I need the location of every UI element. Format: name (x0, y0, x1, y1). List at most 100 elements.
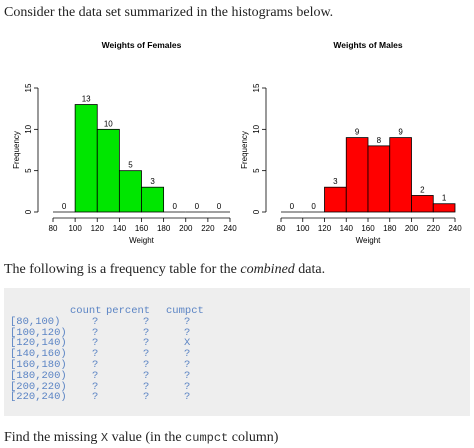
males-bar (411, 195, 434, 213)
table-cell-count: ? (92, 359, 99, 371)
question-variable: X (100, 431, 109, 445)
table-cell-percent: ? (143, 369, 150, 382)
females-y-tick-label: 15 (24, 83, 33, 92)
table-cell-cumpct: ? (184, 348, 191, 361)
histograms-area: Weights of Females 0 13 10 5 3 0 0 0 80 100 120 140 1… (0, 28, 474, 268)
males-bar-label: 8 (377, 136, 382, 145)
males-bar (345, 137, 369, 213)
table-row-bin: [120,140) (10, 337, 67, 350)
males-bar-label: 0 (311, 202, 316, 211)
table-cell-percent: ? (143, 391, 150, 404)
males-bar (389, 137, 412, 213)
females-bar (96, 128, 120, 213)
males-bar (324, 186, 347, 213)
females-x-tick-label: 220 (201, 224, 215, 233)
table-cell-count: ? (92, 391, 99, 404)
table-cell-percent: ? (143, 348, 150, 361)
males-bar-label: 1 (442, 194, 447, 203)
table-row-bin: [80,100) (10, 315, 61, 328)
table-intro-emphasis: combined (240, 262, 295, 277)
table-intro-prefix: The following is a frequency table for t… (4, 262, 241, 277)
males-x-tick-label: 200 (405, 224, 419, 233)
males-y-tick-label: 10 (252, 124, 261, 133)
females-bar-label: 0 (62, 202, 67, 211)
males-x-tick-label: 160 (361, 224, 375, 233)
table-cell-count: ? (92, 326, 99, 339)
table-cell-percent: ? (143, 315, 150, 328)
males-x-tick-label: 100 (296, 224, 310, 233)
females-bar-label: 3 (150, 177, 155, 186)
question-text: Find the missing X value (in the cumpct … (4, 430, 278, 446)
females-y-axis-label: Frequency (12, 131, 21, 169)
females-y-tick-label: 10 (24, 124, 33, 133)
males-bar-label: 9 (398, 128, 403, 137)
question-suffix: column) (228, 430, 279, 445)
intro-text: Consider the data set summarized in the … (4, 5, 334, 20)
females-x-tick-label: 80 (49, 224, 58, 233)
females-bar-label: 13 (82, 95, 91, 104)
males-bar-label: 2 (420, 185, 425, 194)
table-header-percent: percent (106, 305, 151, 317)
table-cell-cumpct: ? (184, 369, 191, 382)
females-bar (141, 186, 165, 213)
males-bar-label: 3 (333, 177, 338, 186)
males-bar-label: 9 (355, 128, 360, 137)
males-bar (432, 203, 456, 213)
males-x-axis-label: Weight (356, 236, 382, 245)
table-cell-cumpct: ? (184, 315, 191, 328)
table-intro-suffix: data. (294, 262, 326, 277)
females-x-tick-label: 100 (68, 224, 82, 233)
frequency-table-box: count percent cumpct [80,100)??? [100,120)??… (4, 288, 470, 416)
table-intro: The following is a frequency table for t… (4, 262, 325, 278)
females-bar (118, 170, 142, 213)
table-row-bin: [220,240) (10, 391, 67, 404)
females-bar-label: 10 (104, 119, 113, 128)
table-row-bin: [100,120) (10, 326, 67, 339)
table-header-cumpct: cumpct (166, 305, 204, 317)
males-y-tick-label: 15 (252, 83, 261, 92)
males-chart-title: Weights of Males (333, 40, 403, 50)
males-y-axis-label: Frequency (240, 131, 249, 169)
females-bar-label: 5 (128, 161, 133, 170)
table-row-bin: [160,180) (10, 359, 67, 371)
males-x-tick-label: 140 (340, 224, 354, 233)
males-bar-label: 0 (290, 202, 295, 211)
males-x-tick-label: 180 (383, 224, 397, 233)
table-cell-percent: ? (143, 326, 150, 339)
females-bar (74, 104, 98, 213)
table-row-bin: [140,160) (10, 348, 67, 361)
females-y-tick-label: 5 (24, 168, 33, 173)
question-mid: value (in the (108, 430, 186, 445)
table-cell-count: ? (92, 369, 99, 382)
males-bar (367, 145, 391, 213)
females-x-tick-label: 180 (157, 224, 171, 233)
table-row-bin: [200,220) (10, 380, 67, 393)
table-cell-percent: ? (143, 359, 150, 371)
females-x-tick-label: 120 (91, 224, 105, 233)
females-bar-label: 0 (217, 202, 222, 211)
males-y-tick-label: 5 (252, 168, 261, 173)
males-x-tick-label: 80 (277, 224, 286, 233)
table-cell-percent: ? (143, 380, 150, 393)
females-chart-title: Weights of Females (102, 40, 182, 50)
table-row-bin: [180,200) (10, 369, 67, 382)
table-cell-cumpct: ? (184, 326, 191, 339)
females-x-tick-label: 140 (113, 224, 127, 233)
table-cell-count: ? (92, 337, 99, 350)
table-cell-count: ? (92, 348, 99, 361)
females-x-tick-label: 160 (135, 224, 149, 233)
table-cell-count: ? (92, 315, 99, 328)
females-x-axis-label: Weight (129, 236, 155, 245)
females-x-tick-label: 200 (179, 224, 193, 233)
females-bar-label: 0 (195, 202, 200, 211)
females-y-tick-label: 0 (24, 209, 33, 214)
table-cell-cumpct: ? (184, 391, 191, 404)
males-x-tick-label: 120 (318, 224, 332, 233)
males-x-tick-label: 220 (427, 224, 441, 233)
males-y-tick-label: 0 (252, 209, 261, 214)
females-bar-label: 0 (172, 202, 177, 211)
table-cell-cumpct: ? (184, 380, 191, 393)
question-column: cumpct (185, 431, 229, 445)
females-x-tick-label: 240 (223, 224, 237, 233)
